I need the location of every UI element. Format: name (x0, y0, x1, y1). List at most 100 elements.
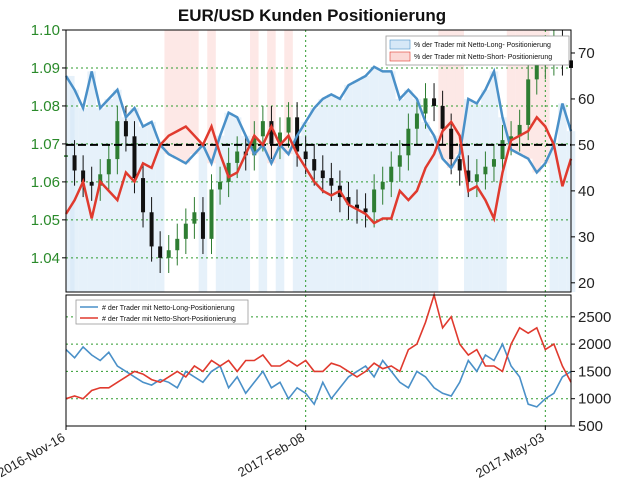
position-band (113, 89, 122, 292)
price-candle (260, 121, 265, 137)
price-candle (457, 159, 462, 171)
price-candle (500, 140, 505, 160)
position-band (130, 108, 139, 292)
position-band (164, 30, 173, 155)
x-axis: 2016-Nov-16 2017-Feb-08 2017-May-03 (0, 426, 547, 481)
legend-label-short: % der Trader mit Netto-Short- Positionie… (414, 54, 552, 61)
left-axis-tick-label: 1.09 (31, 60, 60, 77)
position-band (258, 144, 268, 292)
bottom-axis-tick-label: 2500 (578, 309, 611, 326)
price-candle (380, 181, 385, 190)
position-band (121, 117, 131, 292)
position-band (421, 121, 430, 292)
price-candle (209, 189, 214, 239)
position-band (309, 108, 319, 292)
position-band (481, 89, 490, 292)
position-band (70, 89, 79, 292)
short-pct-line (64, 115, 573, 225)
position-band (292, 135, 302, 292)
position-band (549, 144, 559, 292)
position-band (515, 30, 524, 155)
price-candle (252, 136, 257, 156)
position-band (412, 98, 422, 293)
left-axis-tick-label: 1.07 (31, 136, 60, 153)
position-band (446, 30, 456, 168)
position-band (506, 30, 516, 150)
price-candle (432, 98, 437, 106)
price-candle (526, 79, 531, 125)
price-candle (397, 155, 402, 167)
top-legend: % der Trader mit Netto-Long- Positionier… (385, 35, 570, 66)
legend-label-long: % der Trader mit Netto-Long- Positionier… (414, 42, 551, 49)
left-axis-tick-label: 1.06 (31, 174, 60, 191)
price-candle (141, 178, 146, 213)
price-candle (534, 64, 539, 80)
price-candle (303, 151, 308, 160)
position-band (104, 98, 114, 293)
position-band (455, 30, 465, 155)
price-candle (423, 98, 428, 114)
price-candle (329, 178, 334, 186)
bottom-panel: 500 1000 1500 2000 2500 # der Trader mit Nett… (65, 292, 611, 435)
price-candle (132, 136, 137, 179)
price-candle (440, 105, 445, 129)
price-candle (389, 166, 394, 182)
right-axis-tick-label: 20 (578, 275, 595, 292)
right-axis-tick-label: 50 (578, 137, 595, 154)
price-candle (483, 166, 488, 175)
x-axis-tick-label: 2017-Feb-08 (235, 430, 307, 480)
price-candle (355, 204, 360, 209)
bottom-axis-tick-label: 1000 (578, 391, 611, 408)
position-band (532, 30, 542, 173)
left-axis-tick-label: 1.05 (31, 212, 60, 229)
price-candle (226, 162, 231, 182)
right-axis-tick-label: 30 (578, 229, 595, 246)
bottom-axis-tick-label: 500 (578, 418, 603, 435)
price-candle (466, 170, 471, 182)
position-band (429, 135, 439, 292)
top-panel: 1.04 1.05 1.06 1.07 1.08 1.09 1.10 20 30 40 50 60 70… (31, 22, 595, 293)
position-band (275, 144, 285, 292)
position-band (498, 117, 507, 292)
price-candle (200, 212, 205, 239)
left-axis-tick-label: 1.08 (31, 98, 60, 115)
right-axis-tick-label: 40 (578, 183, 595, 200)
position-band (352, 80, 362, 292)
long-count-line (65, 342, 572, 408)
x-axis-tick-label: 2016-Nov-16 (0, 430, 67, 481)
price-candle (491, 159, 496, 167)
position-band (155, 144, 165, 292)
position-band (172, 30, 182, 159)
position-band (267, 30, 276, 164)
legend-swatch-long (389, 39, 411, 50)
top-frame (65, 29, 572, 293)
legend-box (75, 299, 249, 325)
position-band (190, 30, 199, 155)
price-candle (106, 159, 111, 175)
bottom-axis-tick-label: 2000 (578, 336, 611, 353)
price-candle (175, 238, 180, 251)
right-axis-tick-label: 60 (578, 91, 595, 108)
legend-label-long: # der Trader mit Netto-Long-Positionieru… (102, 305, 235, 312)
left-axis-tick-label: 1.10 (31, 22, 60, 39)
price-candle (123, 121, 128, 137)
price-candle (192, 212, 197, 224)
short-count-line (65, 292, 572, 400)
price-candle (72, 155, 77, 171)
price-candle (286, 117, 291, 133)
legend-box (385, 35, 570, 66)
chart-title: EUR/USD Kunden Positionierung (177, 6, 447, 25)
price-candle (277, 132, 282, 144)
position-band (404, 89, 413, 292)
price-candle (312, 159, 317, 171)
bottom-legend: # der Trader mit Netto-Long-Positionieru… (75, 299, 249, 325)
price-candle (509, 136, 514, 141)
position-band (224, 112, 233, 292)
position-band (78, 108, 88, 292)
position-band (284, 30, 293, 155)
legend-swatch-short (389, 51, 411, 62)
price-candle (235, 151, 240, 163)
price-candle (115, 121, 120, 160)
right-axis-tick-label: 70 (578, 45, 595, 62)
